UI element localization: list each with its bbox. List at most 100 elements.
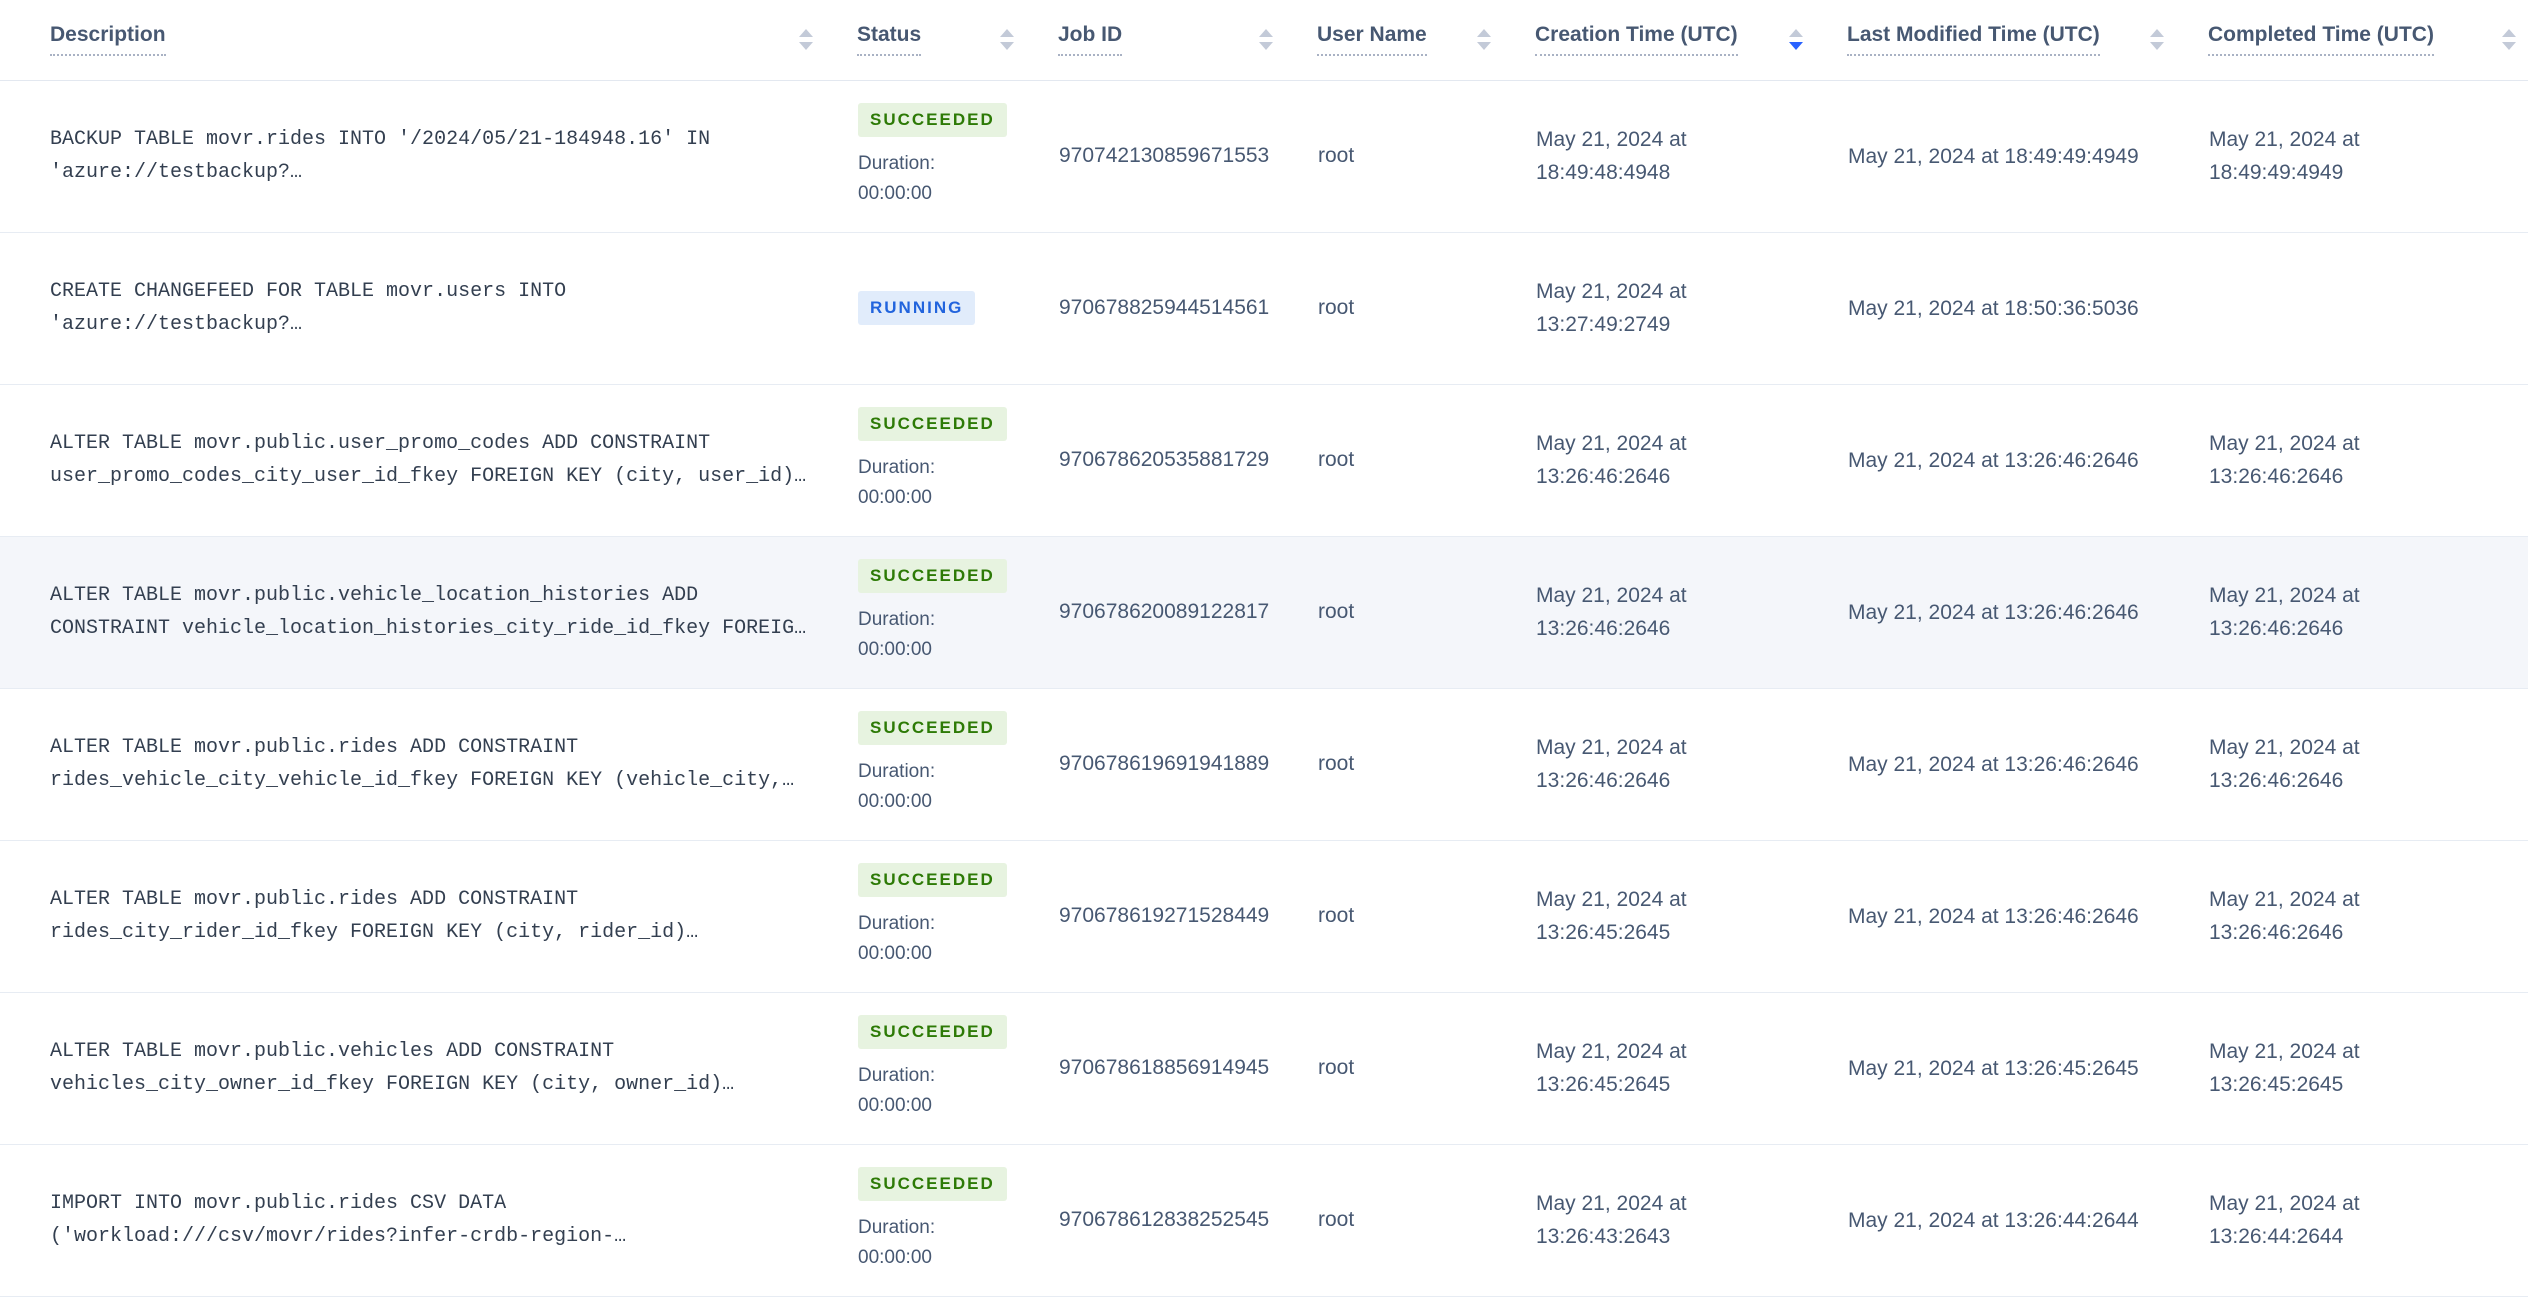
table-header-row: Description Status Job ID User Name (0, 0, 2528, 81)
completed-time-cell: May 21, 2024 at 13:26:46:2646 (2208, 536, 2528, 689)
job-id-cell: 970678612838252545 (1058, 1144, 1317, 1297)
job-description-link[interactable]: BACKUP TABLE movr.rides INTO '/2024/05/2… (50, 128, 711, 184)
column-header-completed-time-utc[interactable]: Completed Time (UTC) (2208, 0, 2528, 81)
user-name-cell: root (1317, 840, 1535, 993)
sort-up-icon[interactable] (1000, 29, 1014, 38)
duration-value: 00:00:00 (858, 182, 932, 204)
table-row[interactable]: BACKUP TABLE movr.rides INTO '/2024/05/2… (0, 80, 2528, 233)
column-header-label[interactable]: Completed Time (UTC) (2208, 23, 2434, 57)
last-modified-time-cell: May 21, 2024 at 13:26:46:2646 (1847, 384, 2208, 537)
column-header-status[interactable]: Status (857, 0, 1058, 81)
column-header-description[interactable]: Description (0, 0, 857, 81)
creation-time-cell: May 21, 2024 at 18:49:48:4948 (1535, 80, 1847, 233)
status-cell: SUCCEEDED Duration: 00:00:00 (857, 992, 1058, 1145)
creation-time-cell: May 21, 2024 at 13:26:46:2646 (1535, 688, 1847, 841)
column-header-label[interactable]: Last Modified Time (UTC) (1847, 23, 2100, 57)
last-modified-time-cell: May 21, 2024 at 13:26:46:2646 (1847, 536, 2208, 689)
sort-up-icon[interactable] (799, 29, 813, 38)
user-name-cell: root (1317, 688, 1535, 841)
job-id-cell: 970678825944514561 (1058, 232, 1317, 385)
status-cell: SUCCEEDED Duration: 00:00:00 (857, 1144, 1058, 1297)
duration-label: Duration: (858, 760, 936, 782)
last-modified-time-cell: May 21, 2024 at 13:26:46:2646 (1847, 840, 2208, 993)
last-modified-time-cell: May 21, 2024 at 18:50:36:5036 (1847, 232, 2208, 385)
sort-arrows-icon[interactable] (1000, 29, 1014, 51)
completed-time-cell: May 21, 2024 at 13:26:46:2646 (2208, 840, 2528, 993)
sort-down-icon[interactable] (1259, 42, 1273, 51)
description-cell: ALTER TABLE movr.public.rides ADD CONSTR… (0, 688, 857, 841)
sort-down-icon[interactable] (2502, 42, 2516, 51)
sort-down-icon[interactable] (2150, 42, 2164, 51)
column-header-label[interactable]: User Name (1317, 23, 1427, 57)
column-header-label[interactable]: Description (50, 23, 166, 57)
status-badge: SUCCEEDED (858, 711, 1007, 745)
completed-time-cell (2208, 232, 2528, 385)
completed-time-cell: May 21, 2024 at 13:26:46:2646 (2208, 384, 2528, 537)
creation-time-cell: May 21, 2024 at 13:26:46:2646 (1535, 384, 1847, 537)
sort-up-icon[interactable] (1259, 29, 1273, 38)
status-cell: SUCCEEDED Duration: 00:00:00 (857, 384, 1058, 537)
job-description-link[interactable]: IMPORT INTO movr.public.rides CSV DATA (… (50, 1192, 627, 1248)
column-header-creation-time-utc[interactable]: Creation Time (UTC) (1535, 0, 1847, 81)
job-description-link[interactable]: ALTER TABLE movr.public.vehicles ADD CON… (50, 1040, 735, 1096)
sort-arrows-icon[interactable] (1259, 29, 1273, 51)
table-row[interactable]: ALTER TABLE movr.public.vehicles ADD CON… (0, 992, 2528, 1145)
job-description-link[interactable]: ALTER TABLE movr.public.rides ADD CONSTR… (50, 888, 699, 944)
duration-value: 00:00:00 (858, 638, 932, 660)
column-header-label[interactable]: Creation Time (UTC) (1535, 23, 1738, 57)
duration-label: Duration: (858, 1064, 936, 1086)
column-header-label[interactable]: Job ID (1058, 23, 1123, 57)
user-name-cell: root (1317, 536, 1535, 689)
status-cell: SUCCEEDED Duration: 00:00:00 (857, 688, 1058, 841)
sort-down-icon[interactable] (1000, 42, 1014, 51)
duration-value: 00:00:00 (858, 942, 932, 964)
job-description-link[interactable]: CREATE CHANGEFEED FOR TABLE movr.users I… (50, 280, 567, 336)
sort-arrows-icon[interactable] (1789, 29, 1803, 51)
job-description-link[interactable]: ALTER TABLE movr.public.rides ADD CONSTR… (50, 736, 795, 792)
sort-arrows-icon[interactable] (2150, 29, 2164, 51)
sort-up-icon[interactable] (2502, 29, 2516, 38)
job-id-cell: 970678620089122817 (1058, 536, 1317, 689)
sort-up-icon[interactable] (1477, 29, 1491, 38)
job-id-cell: 970742130859671553 (1058, 80, 1317, 233)
job-description-link[interactable]: ALTER TABLE movr.public.user_promo_codes… (50, 432, 807, 488)
duration-value: 00:00:00 (858, 1246, 932, 1268)
duration-label: Duration: (858, 912, 936, 934)
creation-time-cell: May 21, 2024 at 13:26:45:2645 (1535, 992, 1847, 1145)
status-badge: SUCCEEDED (858, 1015, 1007, 1049)
job-description-link[interactable]: ALTER TABLE movr.public.vehicle_location… (50, 584, 807, 640)
sort-down-icon[interactable] (799, 42, 813, 51)
description-cell: ALTER TABLE movr.public.rides ADD CONSTR… (0, 840, 857, 993)
sort-down-icon[interactable] (1789, 42, 1803, 51)
status-badge: SUCCEEDED (858, 407, 1007, 441)
completed-time-cell: May 21, 2024 at 13:26:44:2644 (2208, 1144, 2528, 1297)
table-row[interactable]: ALTER TABLE movr.public.rides ADD CONSTR… (0, 840, 2528, 993)
sort-up-icon[interactable] (1789, 29, 1803, 38)
duration-value: 00:00:00 (858, 486, 932, 508)
description-cell: ALTER TABLE movr.public.vehicles ADD CON… (0, 992, 857, 1145)
sort-down-icon[interactable] (1477, 42, 1491, 51)
table-row[interactable]: ALTER TABLE movr.public.user_promo_codes… (0, 384, 2528, 537)
completed-time-cell: May 21, 2024 at 13:26:46:2646 (2208, 688, 2528, 841)
table-row[interactable]: ALTER TABLE movr.public.vehicle_location… (0, 536, 2528, 689)
status-badge: SUCCEEDED (858, 863, 1007, 897)
table-row[interactable]: ALTER TABLE movr.public.rides ADD CONSTR… (0, 688, 2528, 841)
user-name-cell: root (1317, 80, 1535, 233)
status-cell: SUCCEEDED Duration: 00:00:00 (857, 536, 1058, 689)
table-row[interactable]: IMPORT INTO movr.public.rides CSV DATA (… (0, 1144, 2528, 1297)
column-header-user-name[interactable]: User Name (1317, 0, 1535, 81)
column-header-last-modified-time-utc[interactable]: Last Modified Time (UTC) (1847, 0, 2208, 81)
column-header-label[interactable]: Status (857, 23, 922, 57)
duration-label: Duration: (858, 152, 936, 174)
duration-label: Duration: (858, 608, 936, 630)
sort-arrows-icon[interactable] (799, 29, 813, 51)
table-row[interactable]: CREATE CHANGEFEED FOR TABLE movr.users I… (0, 232, 2528, 385)
creation-time-cell: May 21, 2024 at 13:26:43:2643 (1535, 1144, 1847, 1297)
completed-time-cell: May 21, 2024 at 13:26:45:2645 (2208, 992, 2528, 1145)
sort-up-icon[interactable] (2150, 29, 2164, 38)
sort-arrows-icon[interactable] (2502, 29, 2516, 51)
description-cell: CREATE CHANGEFEED FOR TABLE movr.users I… (0, 232, 857, 385)
column-header-job-id[interactable]: Job ID (1058, 0, 1317, 81)
sort-arrows-icon[interactable] (1477, 29, 1491, 51)
